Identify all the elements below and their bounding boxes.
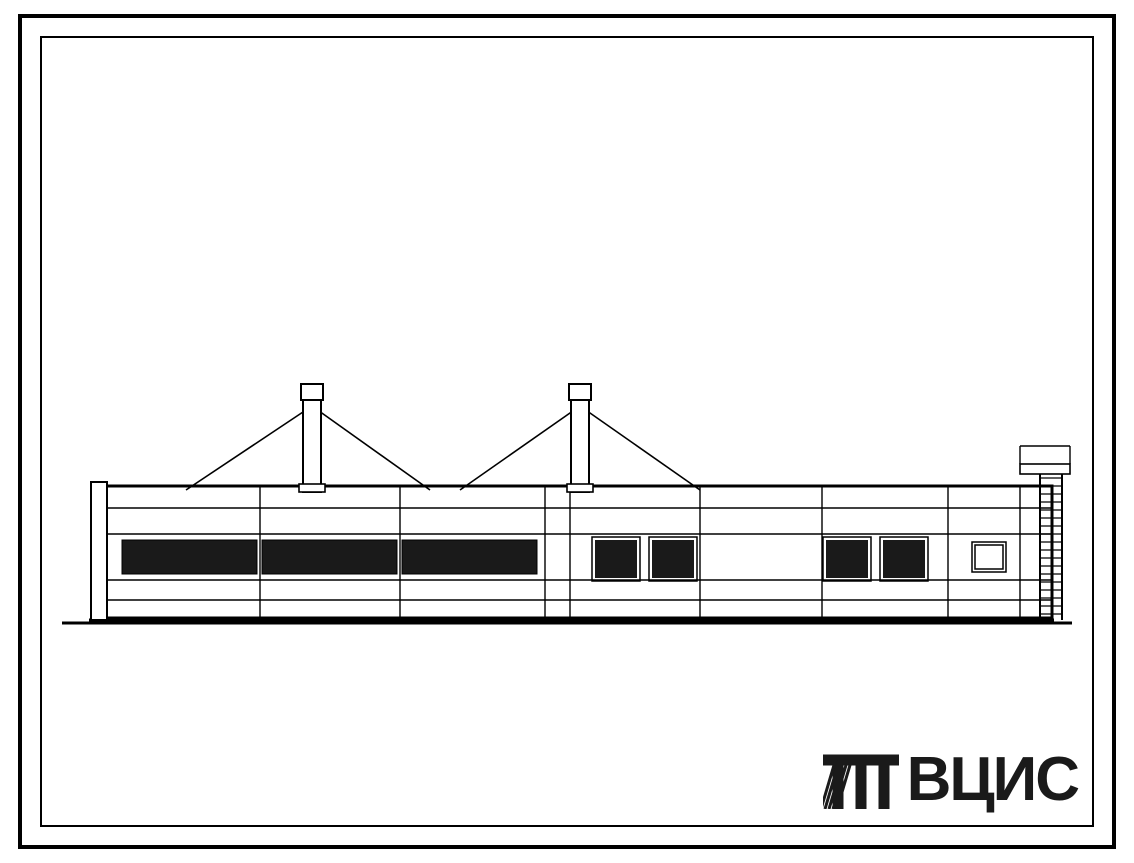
logo: ВЦИС — [823, 744, 1078, 815]
logo-text: ВЦИС — [907, 744, 1078, 815]
building-elevation-drawing — [0, 0, 1134, 863]
logo-icon — [823, 751, 899, 809]
